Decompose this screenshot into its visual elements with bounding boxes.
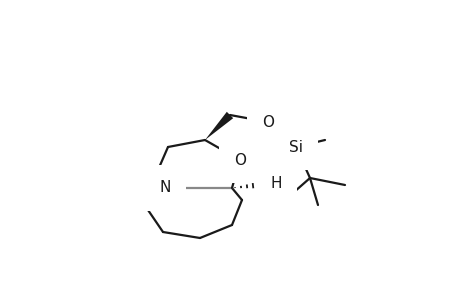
- Text: O: O: [234, 152, 246, 167]
- Text: H: H: [270, 176, 281, 191]
- Polygon shape: [205, 112, 233, 140]
- Text: Si: Si: [288, 140, 302, 154]
- Text: O: O: [262, 115, 274, 130]
- Text: N: N: [159, 181, 170, 196]
